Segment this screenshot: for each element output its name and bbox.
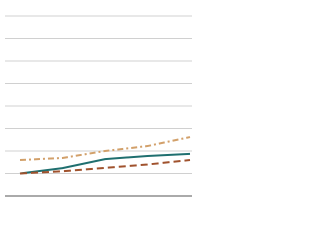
page: (() => { const data = JSON.parse(documen… (5, 15, 192, 197)
chart (5, 15, 192, 197)
line-series (19, 152, 191, 175)
line-series (19, 159, 191, 175)
line-series (19, 136, 191, 161)
